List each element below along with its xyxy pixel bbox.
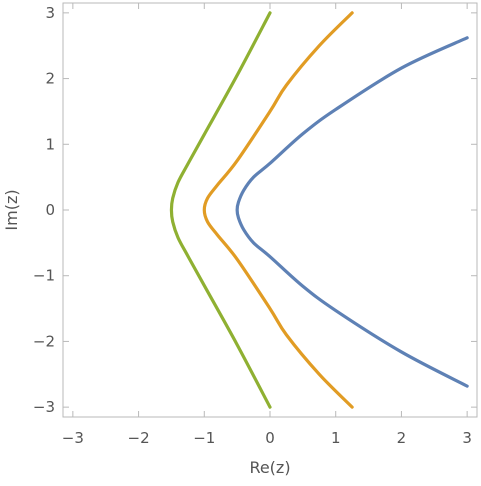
- tick-labels: −3 −2 −1 0 1 2 3 −3 −2 −1 0 1 2 3: [33, 4, 472, 447]
- x-tick-label: 3: [462, 429, 472, 447]
- series-curve-2: [202, 11, 354, 409]
- series-curve-1: [235, 36, 469, 388]
- y-tick-label: −2: [33, 332, 55, 350]
- plot-frame: [62, 2, 478, 418]
- y-tick-label: 3: [45, 4, 55, 22]
- axis-ticks: [63, 3, 477, 417]
- x-tick-label: −1: [193, 429, 215, 447]
- series-layer: [169, 11, 469, 409]
- x-axis-label: Re(z): [249, 458, 290, 477]
- x-tick-label: 2: [397, 429, 407, 447]
- x-tick-label: 0: [265, 429, 275, 447]
- y-axis-label: Im(z): [2, 189, 21, 230]
- x-tick-label: −3: [62, 429, 84, 447]
- y-tick-label: −3: [33, 398, 55, 416]
- y-tick-label: 2: [45, 70, 55, 88]
- y-tick-label: 0: [45, 201, 55, 219]
- x-tick-label: −2: [128, 429, 150, 447]
- series-curve-3: [169, 11, 272, 409]
- x-tick-label: 1: [331, 429, 341, 447]
- y-tick-label: 1: [45, 135, 55, 153]
- y-tick-label: −1: [33, 267, 55, 285]
